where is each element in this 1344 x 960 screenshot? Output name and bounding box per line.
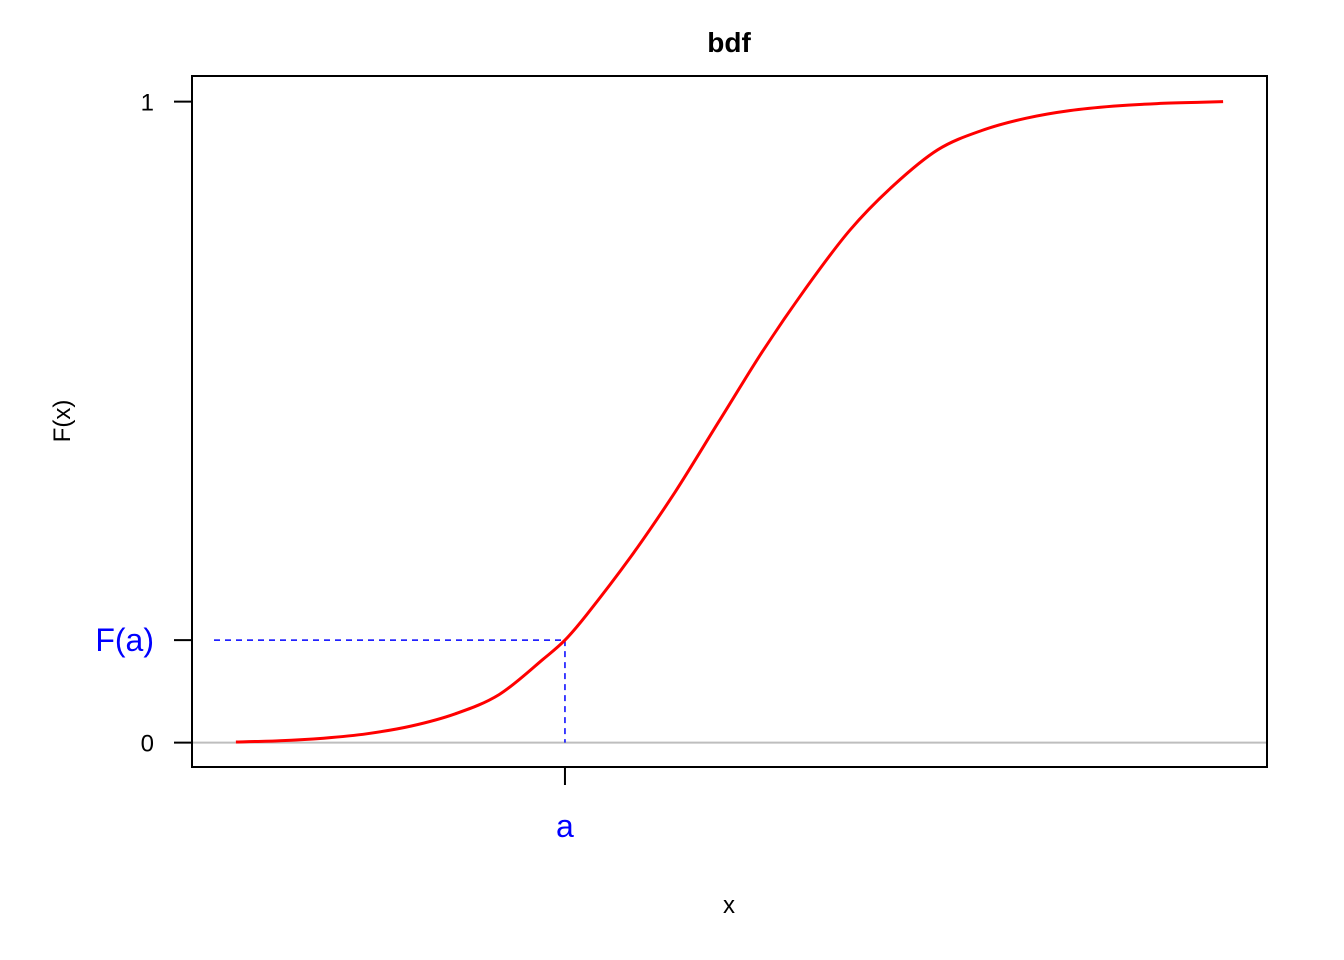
y-axis-label: F(x)	[49, 400, 76, 443]
x-axis: a	[556, 767, 574, 844]
series-line-0	[235, 100, 1224, 744]
y-axis: 0 F(a) 1	[95, 90, 192, 758]
y-tick-label-2: 1	[141, 90, 154, 117]
plot-area	[192, 100, 1267, 744]
y-tick-label-0: 0	[141, 731, 154, 758]
chart-title: bdf	[707, 27, 751, 58]
x-axis-label: x	[723, 892, 735, 919]
y-tick-label-1: F(a)	[95, 622, 154, 658]
x-tick-label-0: a	[556, 808, 574, 844]
plot-frame	[191, 75, 1268, 768]
